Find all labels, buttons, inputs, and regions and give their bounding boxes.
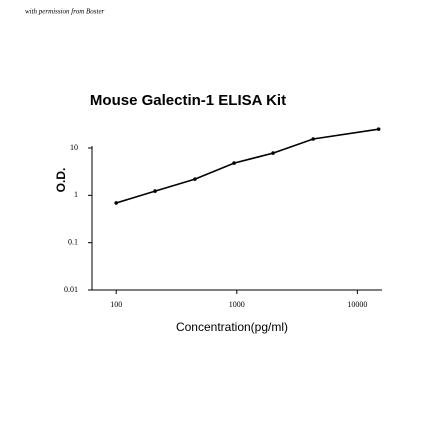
y-tick-label: 1 — [74, 190, 78, 199]
y-tick-label: 10 — [70, 143, 78, 152]
y-axis-label: O.D. — [54, 168, 68, 193]
x-tick-label: 1000 — [229, 300, 245, 309]
permission-note: with permission from Boster — [25, 8, 105, 16]
data-point — [232, 161, 236, 165]
data-point — [271, 151, 275, 155]
data-point — [193, 177, 197, 181]
data-point — [153, 189, 157, 193]
x-axis-label: Concentration(pg/ml) — [176, 320, 288, 334]
data-point — [114, 201, 118, 205]
x-tick-label: 100 — [110, 300, 122, 309]
x-tick-label: 10000 — [347, 300, 367, 309]
chart-title: Mouse Galectin-1 ELISA Kit — [90, 92, 286, 109]
data-point — [376, 127, 381, 131]
data-point — [311, 137, 315, 141]
y-tick-label: 0.01 — [64, 285, 78, 294]
y-tick-label: 0.1 — [68, 237, 78, 246]
